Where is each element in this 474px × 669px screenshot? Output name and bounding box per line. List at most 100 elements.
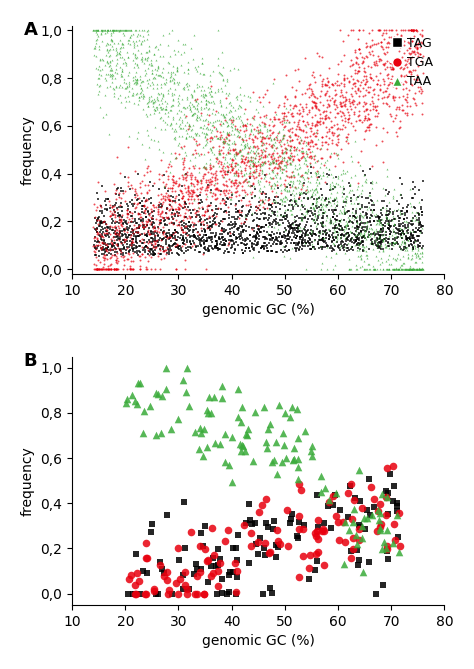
Point bbox=[219, 74, 227, 85]
Point bbox=[346, 61, 354, 72]
Point bbox=[270, 133, 277, 144]
Point bbox=[201, 237, 208, 248]
Point bbox=[387, 58, 394, 68]
Point bbox=[126, 574, 133, 585]
Point bbox=[260, 543, 268, 553]
Point bbox=[252, 205, 260, 215]
Point bbox=[252, 161, 260, 172]
Point bbox=[105, 196, 113, 207]
Point bbox=[104, 223, 111, 233]
Point bbox=[97, 234, 105, 245]
Point bbox=[357, 253, 365, 264]
Point bbox=[255, 148, 262, 159]
Point bbox=[326, 213, 334, 223]
Point bbox=[325, 82, 332, 93]
Point bbox=[319, 244, 326, 255]
Point bbox=[290, 237, 298, 248]
Point bbox=[355, 555, 363, 565]
Point bbox=[131, 25, 139, 35]
Point bbox=[227, 147, 234, 158]
Point bbox=[402, 243, 410, 254]
Point bbox=[400, 213, 408, 224]
Point bbox=[152, 104, 159, 115]
Point bbox=[321, 227, 328, 237]
Point bbox=[417, 264, 424, 274]
Point bbox=[206, 124, 213, 134]
Point bbox=[209, 116, 216, 127]
Point bbox=[408, 67, 415, 78]
Point bbox=[377, 252, 385, 263]
Point bbox=[342, 222, 350, 233]
Point bbox=[323, 72, 330, 83]
Point bbox=[414, 216, 421, 227]
Point bbox=[186, 101, 193, 112]
Point bbox=[278, 232, 286, 243]
Point bbox=[242, 240, 249, 250]
Point bbox=[113, 25, 121, 35]
Point bbox=[287, 148, 294, 159]
Point bbox=[155, 98, 163, 109]
Point bbox=[219, 142, 227, 153]
Point bbox=[245, 129, 253, 140]
Point bbox=[101, 195, 109, 206]
Point bbox=[91, 247, 99, 258]
Point bbox=[367, 62, 375, 73]
Point bbox=[185, 121, 193, 132]
Point bbox=[197, 101, 205, 112]
Point bbox=[137, 181, 144, 192]
Point bbox=[399, 25, 407, 35]
Point bbox=[113, 257, 120, 268]
Point bbox=[207, 144, 215, 155]
Point bbox=[134, 222, 141, 233]
Point bbox=[115, 215, 122, 225]
Point bbox=[257, 223, 265, 233]
Point bbox=[145, 130, 152, 140]
Point bbox=[180, 233, 187, 244]
Point bbox=[178, 187, 185, 198]
Point bbox=[341, 183, 348, 194]
Point bbox=[262, 437, 270, 448]
Point bbox=[190, 231, 198, 242]
Point bbox=[367, 228, 375, 239]
Point bbox=[318, 80, 325, 91]
Point bbox=[277, 185, 285, 195]
Point bbox=[106, 45, 113, 56]
Point bbox=[168, 25, 175, 35]
Point bbox=[289, 111, 296, 122]
Point bbox=[183, 223, 191, 233]
Point bbox=[286, 153, 293, 163]
Point bbox=[217, 108, 225, 119]
Point bbox=[286, 158, 293, 169]
Point bbox=[172, 578, 180, 589]
Point bbox=[411, 189, 419, 199]
Point bbox=[341, 101, 348, 112]
Point bbox=[137, 90, 145, 101]
Point bbox=[375, 215, 383, 225]
Point bbox=[328, 92, 336, 103]
Point bbox=[306, 201, 313, 212]
Point bbox=[402, 77, 410, 88]
Point bbox=[159, 115, 167, 126]
Point bbox=[295, 124, 303, 134]
Point bbox=[98, 225, 105, 235]
Point bbox=[160, 252, 168, 263]
Point bbox=[318, 153, 326, 163]
Point bbox=[201, 224, 209, 235]
Point bbox=[404, 219, 412, 230]
Point bbox=[127, 206, 134, 217]
Point bbox=[389, 63, 396, 74]
Point bbox=[127, 230, 135, 241]
Point bbox=[173, 207, 181, 217]
Point bbox=[142, 203, 150, 214]
Point bbox=[368, 223, 375, 234]
Point bbox=[237, 139, 245, 150]
Point bbox=[127, 216, 135, 227]
Point bbox=[99, 237, 107, 248]
Point bbox=[98, 25, 106, 36]
Point bbox=[361, 106, 368, 116]
Point bbox=[298, 225, 306, 236]
Point bbox=[319, 233, 326, 244]
Point bbox=[253, 240, 260, 250]
Point bbox=[104, 25, 112, 35]
Point bbox=[104, 228, 111, 239]
